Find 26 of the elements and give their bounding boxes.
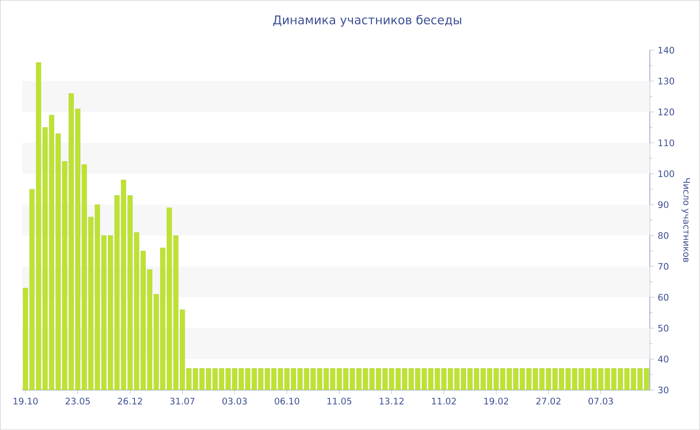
y-tick-label: 80 bbox=[658, 232, 668, 239]
x-tick-label: 19.02 bbox=[484, 398, 508, 404]
y-axis-title: Число участников bbox=[682, 178, 690, 262]
y-tick-label: 140 bbox=[658, 46, 674, 54]
x-tick-label: 31.07 bbox=[170, 398, 194, 404]
x-tick-label: 27.02 bbox=[536, 398, 560, 404]
x-tick-label: 03.03 bbox=[222, 398, 247, 404]
x-tick-label: 26.12 bbox=[118, 398, 142, 404]
x-tick-label: 13.12 bbox=[380, 398, 404, 404]
chart-title: Динамика участников беседы bbox=[273, 14, 462, 27]
x-tick-label: 07.03 bbox=[588, 398, 613, 404]
x-tick-label: 11.05 bbox=[327, 398, 352, 404]
y-tick-label: 120 bbox=[658, 108, 674, 116]
x-tick-label: 11.02 bbox=[432, 398, 456, 404]
y-tick-label: 70 bbox=[658, 262, 668, 270]
y-tick-label: 60 bbox=[658, 294, 668, 301]
x-tick-label: 06.10 bbox=[274, 398, 300, 404]
y-tick-label: 40 bbox=[658, 356, 668, 362]
x-tick-label: 23.05 bbox=[66, 398, 90, 404]
y-tick-label: 110 bbox=[658, 139, 674, 146]
y-tick-label: 30 bbox=[658, 386, 668, 394]
y-tick-label: 130 bbox=[658, 78, 674, 84]
y-tick-label: 90 bbox=[658, 201, 668, 208]
y-tick-label: 100 bbox=[658, 170, 674, 178]
y-tick-label: 50 bbox=[658, 324, 668, 332]
x-tick-label: 19.10 bbox=[14, 398, 38, 404]
